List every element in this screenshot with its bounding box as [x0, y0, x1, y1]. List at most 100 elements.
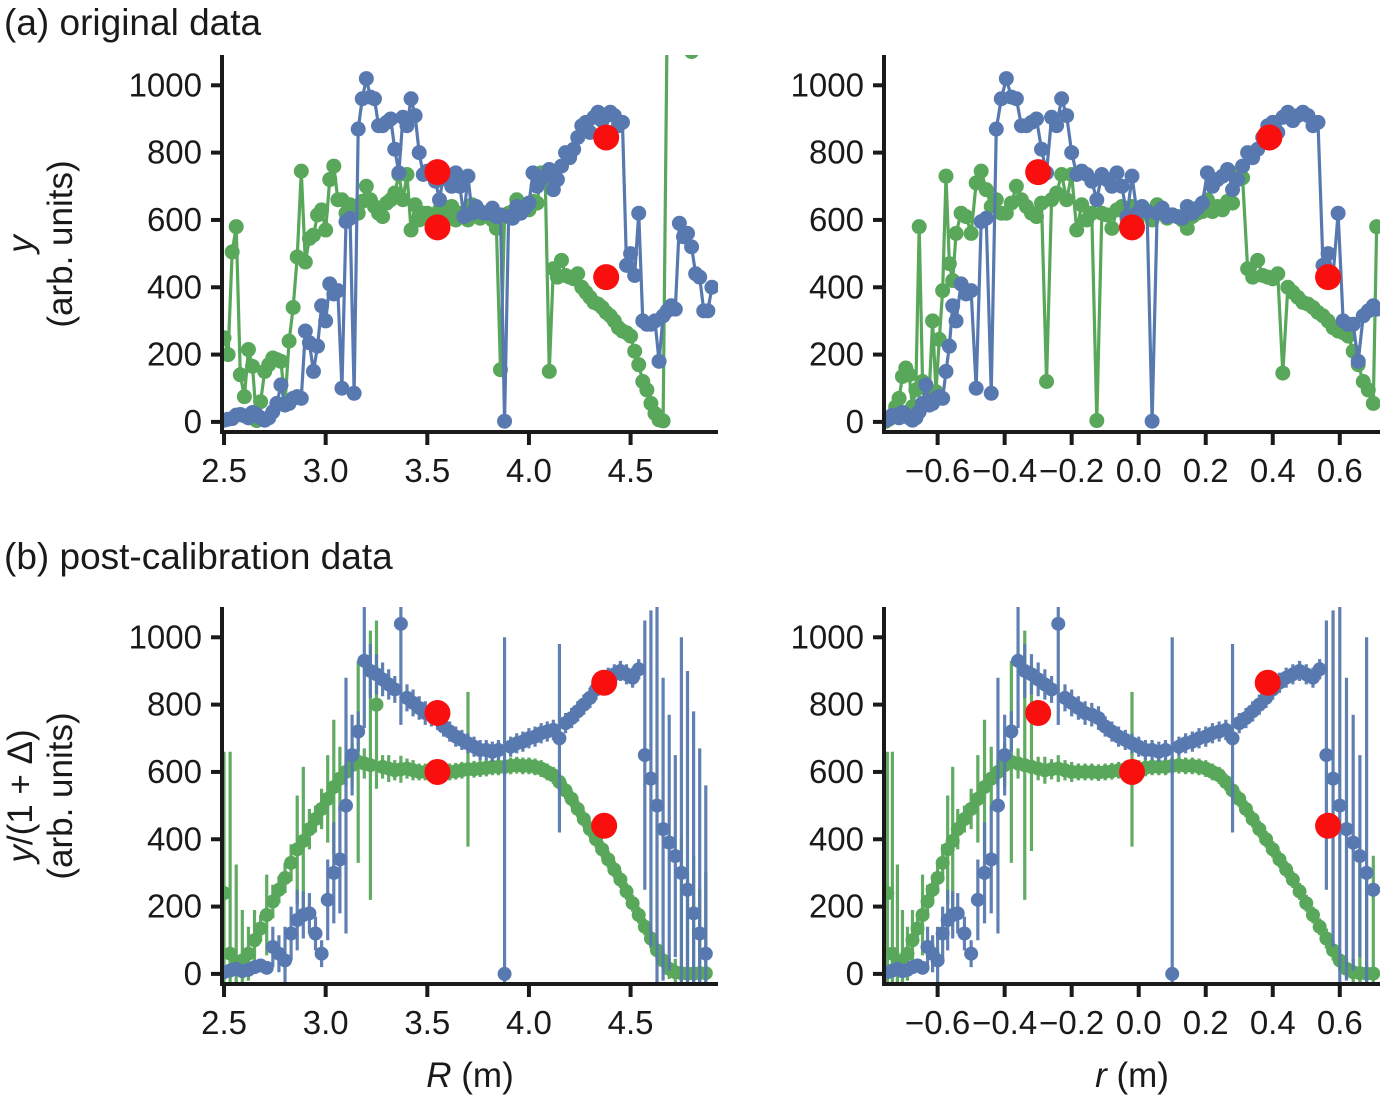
blue-channel-markers — [222, 616, 713, 981]
highlight-marker-0 — [424, 159, 451, 186]
panel-a-right-spines — [882, 55, 1380, 434]
highlight-marker-1 — [1119, 214, 1145, 241]
yaxis-title-b: y/(1 + Δ) (arb. units) — [1, 712, 80, 879]
green-channel-markers — [884, 754, 1380, 981]
yaxis-title-a-line1: y — [1, 233, 40, 255]
xtick-label: 4.5 — [608, 1004, 654, 1041]
blue-channel-markers — [222, 71, 718, 429]
ytick-label: 1000 — [129, 618, 202, 655]
xtick-label: 4.0 — [506, 452, 552, 489]
blue-channel-markers — [884, 71, 1380, 429]
ytick-label: 400 — [809, 820, 864, 857]
xtick-label: 2.5 — [201, 1004, 247, 1041]
xtick-label: −0.2 — [1039, 452, 1104, 489]
ytick-label: 800 — [809, 686, 864, 723]
xtick-label: 0.6 — [1317, 1004, 1363, 1041]
highlight-marker-0 — [1025, 700, 1052, 727]
xtick-label: −0.2 — [1039, 1004, 1104, 1041]
green-channel-errorbars — [885, 630, 1375, 984]
xtick-label: 0.2 — [1183, 1004, 1229, 1041]
green-channel-markers — [884, 163, 1380, 429]
ytick-label: 600 — [147, 201, 202, 238]
xtick-label: 0.0 — [1116, 452, 1162, 489]
ytick-label: 800 — [147, 686, 202, 723]
highlight-marker-2 — [593, 124, 620, 151]
ytick-label: 0 — [184, 403, 202, 440]
highlight-marker-0 — [1025, 159, 1052, 186]
panel-b-right-spines — [882, 607, 1380, 986]
blue-channel-errorbars — [885, 607, 1369, 984]
xtick-label: 0.2 — [1183, 452, 1229, 489]
xtick-label: 3.0 — [303, 1004, 349, 1041]
panel-a-left-spines — [220, 55, 718, 434]
highlight-marker-1 — [1119, 758, 1145, 785]
panel-b-left-data — [222, 607, 713, 984]
yaxis-title-b-line1: y/(1 + Δ) — [1, 729, 40, 864]
ytick-label: 600 — [809, 201, 864, 238]
green-channel-markers — [222, 55, 699, 429]
ytick-label: 800 — [809, 134, 864, 171]
panel-b-left-xaxis-title: R (m) — [426, 1056, 513, 1095]
green-channel-markers — [222, 697, 713, 981]
blue-channel-markers — [884, 616, 1380, 981]
panel-b-right-data — [884, 607, 1380, 984]
highlight-marker-3 — [593, 264, 620, 291]
panel-a-left: 0 200 400 600 800 1000 2.5 3.0 3.5 4.0 4.5 — [129, 55, 718, 489]
panel-a-title: (a) original data — [4, 2, 262, 43]
panel-a-right-data — [884, 71, 1380, 429]
green-channel-errorbars — [222, 620, 708, 984]
xtick-label: 0.4 — [1250, 452, 1296, 489]
ytick-label: 1000 — [791, 66, 864, 103]
panel-b-right-xaxis-title: r (m) — [1095, 1056, 1169, 1095]
ytick-label: 200 — [809, 336, 864, 373]
blue-channel-line — [222, 76, 714, 423]
ytick-label: 1000 — [791, 618, 864, 655]
xtick-label: 0.6 — [1317, 452, 1363, 489]
xtick-label: 2.5 — [201, 452, 247, 489]
panel-a-left-data — [222, 55, 718, 429]
yaxis-title-a: y (arb. units) — [1, 160, 80, 327]
yaxis-title-a-line2: (arb. units) — [41, 160, 80, 327]
ytick-label: 800 — [147, 134, 202, 171]
xtick-label: −0.6 — [905, 1004, 970, 1041]
ytick-label: 200 — [147, 336, 202, 373]
green-channel-line — [222, 55, 669, 423]
blue-channel-line — [884, 76, 1379, 423]
panel-b-left: 0 200 400 600 800 1000 2.5 3.0 3.5 4.0 4.5 R (m) — [129, 607, 718, 1095]
highlight-marker-3 — [591, 812, 618, 839]
xtick-label: 3.5 — [404, 452, 450, 489]
xtick-label: 3.5 — [404, 1004, 450, 1041]
yaxis-title-b-line2: (arb. units) — [41, 712, 80, 879]
highlight-marker-1 — [424, 214, 451, 241]
highlight-marker-2 — [1254, 669, 1281, 696]
blue-channel-errorbars — [222, 607, 708, 984]
xtick-label: −0.4 — [972, 452, 1037, 489]
xtick-label: 0.4 — [1250, 1004, 1296, 1041]
highlight-marker-2 — [591, 669, 618, 696]
panel-a-right: 0 200 400 600 800 1000 −0.6 −0.4 −0.2 0.0 0.2 0.4 0.… — [791, 55, 1380, 489]
highlight-marker-1 — [424, 758, 451, 785]
ytick-label: 0 — [184, 955, 202, 992]
ytick-label: 400 — [147, 268, 202, 305]
ytick-label: 0 — [846, 403, 864, 440]
highlight-marker-2 — [1256, 124, 1283, 151]
ytick-label: 600 — [147, 753, 202, 790]
ytick-label: 400 — [809, 268, 864, 305]
green-channel-line — [884, 169, 1379, 423]
ytick-label: 200 — [809, 888, 864, 925]
ytick-label: 0 — [846, 955, 864, 992]
ytick-label: 600 — [809, 753, 864, 790]
xtick-label: 3.0 — [303, 452, 349, 489]
xtick-label: 0.0 — [1116, 1004, 1162, 1041]
highlight-marker-3 — [1315, 812, 1342, 839]
xtick-label: 4.0 — [506, 1004, 552, 1041]
panel-b-right: 0 200 400 600 800 1000 −0.6 −0.4 −0.2 0.0 0.2 0.4 0.… — [791, 607, 1380, 1095]
panel-b-title: (b) post-calibration data — [4, 536, 393, 577]
xtick-label: −0.6 — [905, 452, 970, 489]
highlight-marker-0 — [424, 700, 451, 727]
highlight-marker-3 — [1315, 264, 1342, 291]
ytick-label: 200 — [147, 888, 202, 925]
ytick-label: 400 — [147, 820, 202, 857]
panel-b-left-spines — [220, 607, 718, 986]
